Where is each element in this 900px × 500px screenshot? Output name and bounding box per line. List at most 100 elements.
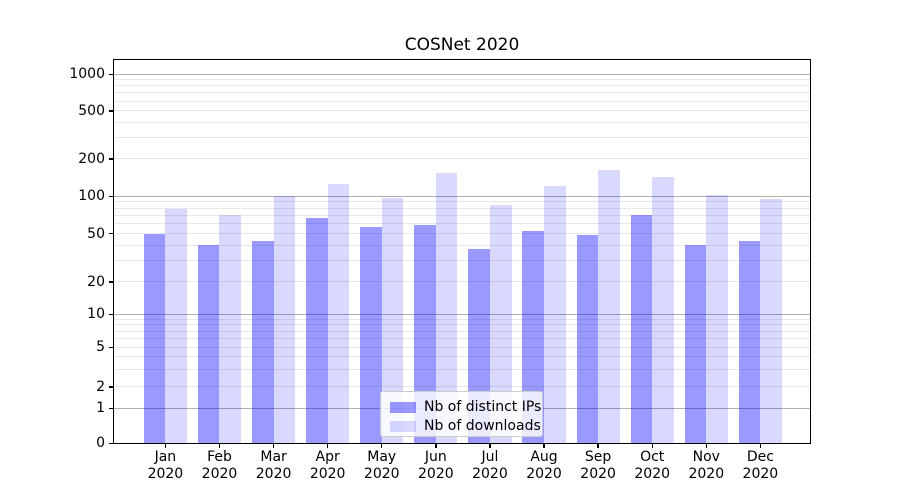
bar-downloads xyxy=(760,198,782,443)
minor-gridline xyxy=(114,244,810,246)
bar-downloads xyxy=(381,198,404,443)
y-axis-tick xyxy=(109,158,113,160)
minor-gridline xyxy=(114,386,810,388)
axis-spine-left xyxy=(113,59,115,444)
y-axis-tick xyxy=(109,346,113,349)
minor-gridline xyxy=(114,356,810,358)
x-axis-tick xyxy=(543,444,545,448)
minor-gridline xyxy=(114,207,810,209)
x-axis-tick xyxy=(435,444,437,448)
chart-title: COSNet 2020 xyxy=(404,35,520,55)
axis-spine-top xyxy=(113,59,811,61)
minor-gridline xyxy=(114,330,810,332)
y-axis-tick xyxy=(109,407,113,410)
bar-downloads xyxy=(165,209,187,443)
bar-downloads xyxy=(435,173,458,443)
bar-downloads xyxy=(544,186,566,443)
x-axis-tick-label: May 2020 xyxy=(363,449,400,482)
minor-gridline xyxy=(114,214,810,216)
bar-downloads xyxy=(219,215,242,443)
minor-gridline xyxy=(114,136,810,138)
minor-gridline xyxy=(114,100,810,102)
y-axis-tick xyxy=(109,386,113,388)
minor-gridline xyxy=(114,338,810,340)
y-axis-tick-label: 2 xyxy=(96,378,105,395)
minor-gridline xyxy=(114,85,810,87)
x-axis-tick-label: Jun 2020 xyxy=(418,449,454,482)
legend-item-downloads: Nb of downloads xyxy=(390,418,541,434)
x-axis-tick xyxy=(759,444,762,448)
bar-downloads xyxy=(327,183,350,443)
y-axis-tick xyxy=(109,313,113,315)
x-axis-tick xyxy=(164,444,167,448)
axis-spine-right xyxy=(810,59,812,444)
minor-gridline xyxy=(114,233,810,234)
x-axis-tick xyxy=(651,444,653,448)
bar-distinct-ips xyxy=(738,241,761,443)
x-axis-tick-label: Aug 2020 xyxy=(526,449,562,482)
y-axis-tick-label: 200 xyxy=(78,150,105,167)
legend: Nb of distinct IPs Nb of downloads xyxy=(380,391,543,437)
y-axis-tick xyxy=(109,195,113,197)
minor-gridline xyxy=(114,281,810,283)
x-axis-tick-label: Dec 2020 xyxy=(742,449,779,482)
minor-gridline xyxy=(114,92,810,94)
x-axis-tick-label: Oct 2020 xyxy=(634,449,671,482)
bar-distinct-ips xyxy=(197,245,220,443)
x-axis-tick-label: Apr 2020 xyxy=(309,449,346,482)
y-axis-tick-label: 1 xyxy=(96,400,105,417)
major-gridline xyxy=(114,73,810,75)
minor-gridline xyxy=(114,318,810,320)
x-axis-tick xyxy=(597,444,599,448)
major-gridline xyxy=(114,313,810,315)
y-axis-tick-label: 500 xyxy=(78,102,105,119)
x-axis-tick xyxy=(326,444,329,448)
bar-distinct-ips xyxy=(414,224,436,443)
major-gridline xyxy=(114,195,810,197)
minor-gridline xyxy=(114,121,810,123)
bar-downloads xyxy=(706,194,728,443)
bar-distinct-ips xyxy=(684,245,707,443)
minor-gridline xyxy=(114,346,810,348)
y-axis-tick xyxy=(109,73,113,75)
legend-item-distinct-ips: Nb of distinct IPs xyxy=(390,399,541,415)
x-axis-tick-label: Sep 2020 xyxy=(580,449,616,482)
y-axis-tick xyxy=(109,233,113,235)
minor-gridline xyxy=(114,158,810,160)
x-axis-tick xyxy=(218,444,221,448)
x-axis-tick-label: Jul 2020 xyxy=(472,449,508,482)
legend-swatch-distinct-ips xyxy=(390,401,416,413)
minor-gridline xyxy=(114,79,810,81)
x-axis-tick xyxy=(272,444,275,448)
bar-downloads xyxy=(652,176,674,443)
minor-gridline xyxy=(114,201,810,203)
bar-downloads xyxy=(489,205,512,443)
y-axis-tick xyxy=(109,281,113,283)
x-axis-tick-label: Jan 2020 xyxy=(147,449,184,482)
legend-label-distinct-ips: Nb of distinct IPs xyxy=(424,399,542,415)
y-axis-tick xyxy=(109,442,113,444)
y-axis-tick-label: 100 xyxy=(78,188,105,204)
bar-distinct-ips xyxy=(251,241,274,443)
legend-label-downloads: Nb of downloads xyxy=(424,418,541,434)
y-axis-tick-label: 20 xyxy=(87,273,105,290)
x-axis-tick-label: Nov 2020 xyxy=(688,449,725,482)
minor-gridline xyxy=(114,368,810,370)
y-axis-tick-label: 5 xyxy=(96,339,105,356)
x-axis-tick xyxy=(489,444,491,448)
minor-gridline xyxy=(114,259,810,261)
y-axis-tick xyxy=(109,110,113,112)
bar-downloads xyxy=(273,196,296,443)
y-axis-tick-label: 1000 xyxy=(69,66,105,82)
axis-spine-bottom xyxy=(113,442,811,444)
x-axis-tick xyxy=(381,444,383,448)
bar-distinct-ips xyxy=(522,231,545,443)
y-axis-tick-label: 0 xyxy=(96,435,105,451)
legend-swatch-downloads xyxy=(390,420,416,432)
x-axis-tick-label: Feb 2020 xyxy=(201,449,238,482)
bar-distinct-ips xyxy=(630,214,653,443)
x-axis-tick xyxy=(705,444,707,448)
y-axis-tick-label: 10 xyxy=(87,306,105,322)
bar-distinct-ips xyxy=(576,234,599,443)
